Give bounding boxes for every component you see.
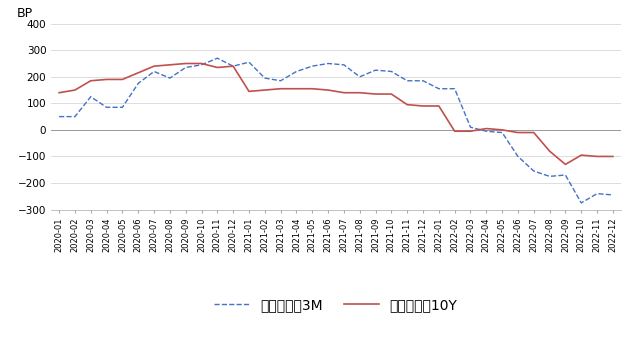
- 中美国利刵10Y: [276, 87, 284, 91]
- 中美国利刵10Y: [324, 88, 332, 92]
- 中美国利剘3M: [609, 193, 617, 197]
- 中美国利刵10Y: [561, 162, 569, 166]
- 中美国利刵10Y: [593, 154, 601, 159]
- 中美国利刵10Y: [467, 129, 474, 133]
- 中美国利刵10Y: [530, 130, 538, 135]
- 中美国利剘3M: [87, 95, 95, 99]
- 中美国利剘3M: [71, 115, 79, 119]
- 中美国利刵10Y: [308, 87, 316, 91]
- 中美国利剘3M: [229, 64, 237, 68]
- 中美国利刵10Y: [261, 88, 269, 92]
- 中美国利剘3M: [577, 201, 585, 205]
- 中美国利剘3M: [388, 69, 396, 73]
- 中美国利刵10Y: [182, 62, 189, 66]
- 中美国利剘3M: [103, 105, 111, 110]
- 中美国利剘3M: [593, 192, 601, 196]
- 中美国利刵10Y: [55, 91, 63, 95]
- 中美国利刵10Y: [214, 66, 221, 70]
- 中美国利剘3M: [514, 154, 522, 159]
- Line: 中美国利剘3M: 中美国利剘3M: [59, 58, 613, 203]
- 中美国利剘3M: [55, 115, 63, 119]
- 中美国利刵10Y: [118, 77, 126, 81]
- 中美国利刵10Y: [166, 63, 173, 67]
- Text: BP: BP: [17, 7, 33, 20]
- 中美国利刵10Y: [229, 64, 237, 68]
- 中美国利刵10Y: [71, 88, 79, 92]
- 中美国利剘3M: [435, 87, 443, 91]
- 中美国利剘3M: [340, 63, 348, 67]
- 中美国利剘3M: [561, 173, 569, 177]
- 中美国利刵10Y: [499, 128, 506, 132]
- 中美国利剘3M: [419, 79, 427, 83]
- 中美国利剘3M: [483, 129, 490, 133]
- 中美国利剘3M: [372, 68, 380, 72]
- 中美国利刵10Y: [435, 104, 443, 108]
- 中美国利剘3M: [292, 69, 300, 73]
- 中美国利刵10Y: [372, 92, 380, 96]
- 中美国利剘3M: [261, 76, 269, 80]
- 中美国利刵10Y: [483, 126, 490, 130]
- 中美国利剘3M: [467, 125, 474, 129]
- 中美国利刵10Y: [514, 130, 522, 135]
- 中美国利刵10Y: [403, 103, 411, 107]
- 中美国利刵10Y: [356, 91, 364, 95]
- 中美国利剘3M: [198, 63, 205, 67]
- 中美国利刵10Y: [419, 104, 427, 108]
- 中美国利剘3M: [546, 174, 554, 178]
- 中美国利刵10Y: [388, 92, 396, 96]
- 中美国利剘3M: [530, 169, 538, 173]
- 中美国利剘3M: [499, 130, 506, 135]
- 中美国利剘3M: [134, 81, 142, 86]
- 中美国利刵10Y: [609, 154, 617, 159]
- 中美国利剘3M: [451, 87, 458, 91]
- Line: 中美国利刵10Y: 中美国利刵10Y: [59, 64, 613, 164]
- 中美国利剘3M: [245, 60, 253, 64]
- 中美国利剘3M: [403, 79, 411, 83]
- 中美国利剘3M: [276, 79, 284, 83]
- 中美国利刵10Y: [546, 149, 554, 153]
- 中美国利刵10Y: [87, 79, 95, 83]
- 中美国利刵10Y: [292, 87, 300, 91]
- 中美国利刵10Y: [340, 91, 348, 95]
- 中美国利刵10Y: [245, 89, 253, 93]
- 中美国利剘3M: [182, 66, 189, 70]
- 中美国利剘3M: [150, 69, 158, 73]
- 中美国利刵10Y: [103, 77, 111, 81]
- 中美国利剘3M: [308, 64, 316, 68]
- 中美国利刵10Y: [577, 153, 585, 157]
- 中美国利刵10Y: [134, 71, 142, 75]
- 中美国利刵10Y: [451, 129, 458, 133]
- 中美国利刵10Y: [198, 62, 205, 66]
- 中美国利剘3M: [118, 105, 126, 110]
- 中美国利刵10Y: [150, 64, 158, 68]
- Legend: 中美国利剘3M, 中美国利刵10Y: 中美国利剘3M, 中美国利刵10Y: [209, 293, 463, 318]
- 中美国利剘3M: [356, 75, 364, 79]
- 中美国利剘3M: [214, 56, 221, 60]
- 中美国利剘3M: [324, 62, 332, 66]
- 中美国利剘3M: [166, 76, 173, 80]
